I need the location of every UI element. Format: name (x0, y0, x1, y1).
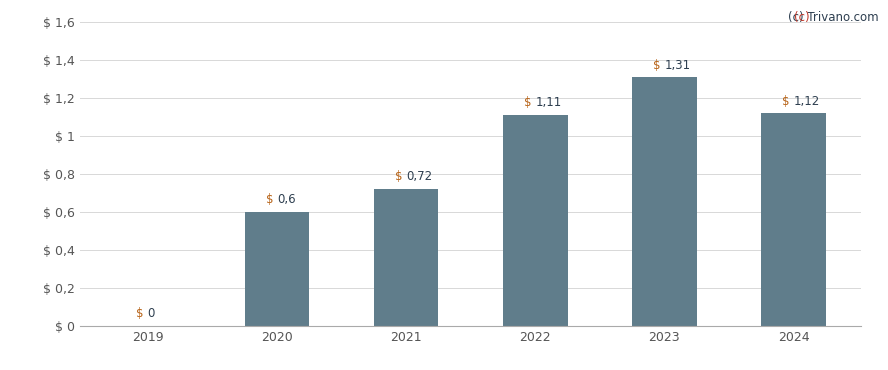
Text: $: $ (654, 58, 664, 71)
Bar (503, 115, 567, 326)
Bar (374, 189, 439, 326)
Text: 0: 0 (147, 307, 155, 320)
Text: $: $ (782, 94, 794, 108)
Text: (c) Trivano.com: (c) Trivano.com (789, 11, 879, 24)
Bar (632, 77, 697, 326)
Text: 0,72: 0,72 (406, 170, 432, 184)
Text: $: $ (137, 307, 147, 320)
Bar (761, 113, 826, 326)
Text: 1,31: 1,31 (664, 58, 691, 71)
Text: (c): (c) (794, 11, 810, 24)
Text: $: $ (395, 170, 406, 184)
Text: $: $ (266, 193, 277, 206)
Bar (244, 212, 309, 326)
Text: 1,11: 1,11 (535, 97, 561, 110)
Text: 1,12: 1,12 (794, 94, 820, 108)
Text: $: $ (524, 97, 535, 110)
Text: 0,6: 0,6 (277, 193, 296, 206)
